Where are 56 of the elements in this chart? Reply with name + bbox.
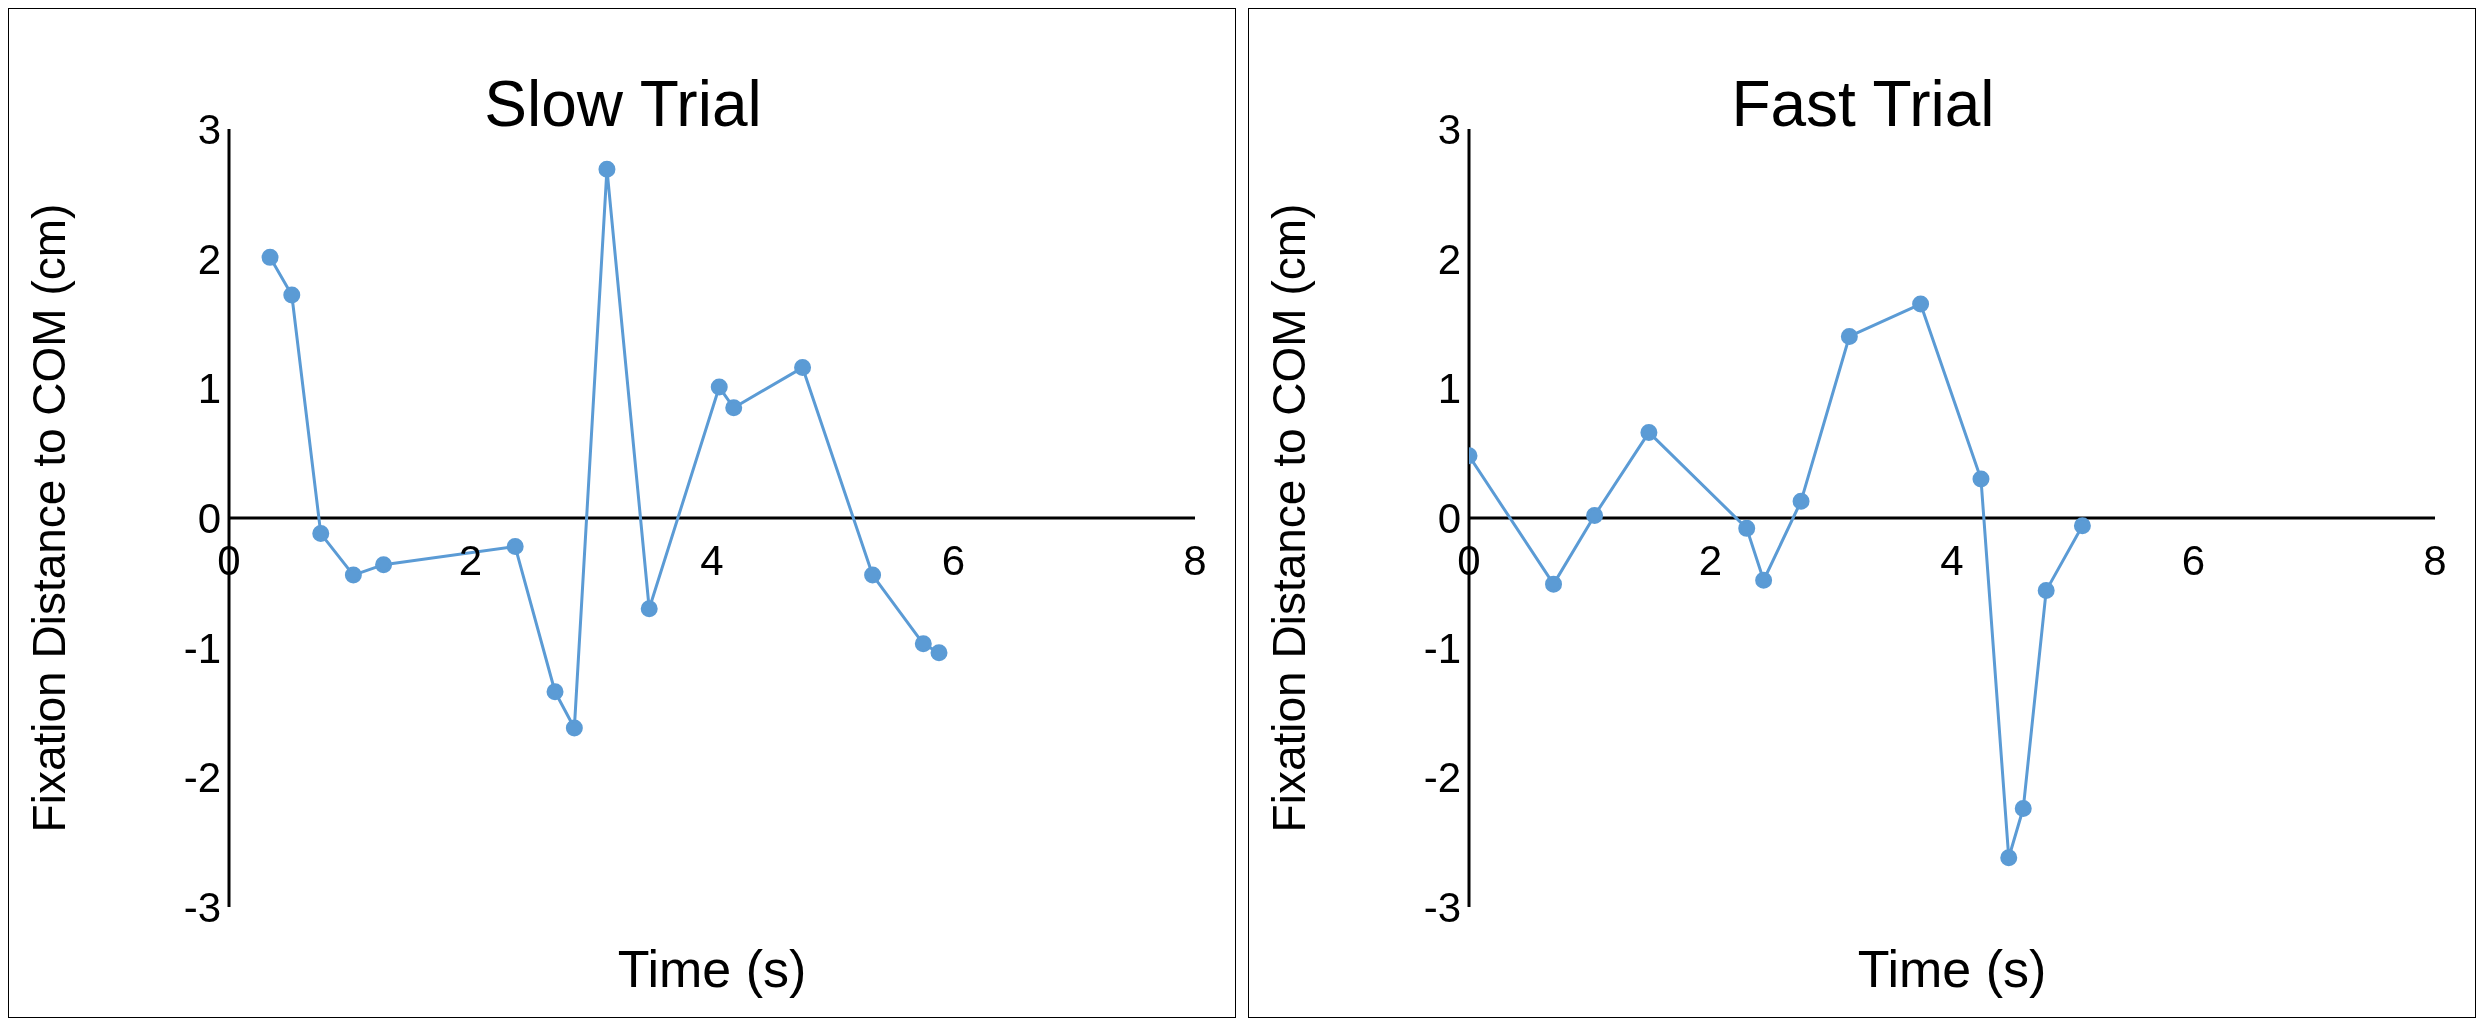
x-tick-label: 6 [2181, 537, 2206, 584]
y-tick-label: 1 [197, 365, 221, 413]
point [2037, 582, 2055, 600]
x-tick-label: 4 [1940, 537, 1964, 584]
point [565, 719, 583, 737]
point [1545, 575, 1563, 593]
y-tick-label: 3 [1437, 105, 1461, 153]
point [2000, 849, 2018, 867]
x-tick-label: 6 [941, 537, 966, 584]
point [1912, 295, 1930, 313]
y-tick-label: 2 [197, 235, 221, 283]
point [710, 378, 728, 396]
y-tick-label: -3 [1423, 883, 1461, 931]
point [506, 538, 524, 556]
y-tick-label: 3 [197, 105, 221, 153]
y-tick-label: 1 [1437, 365, 1461, 413]
point [261, 248, 279, 266]
y-tick-label: 0 [197, 494, 221, 542]
y-tick-label: -2 [1423, 754, 1461, 802]
point [1792, 492, 1810, 510]
x-tick-label: 8 [1183, 537, 1207, 584]
x-axis-title: Time (s) [1857, 940, 2047, 998]
y-axis-title: Fixation Distance to COM (cm) [23, 203, 76, 833]
chart-title: Fast Trial [1731, 68, 1995, 140]
point [1586, 506, 1604, 524]
x-tick-label: 8 [2423, 537, 2447, 584]
point [2073, 517, 2091, 535]
y-tick-label: 0 [1437, 494, 1461, 542]
point [1840, 327, 1858, 345]
point [864, 566, 882, 584]
point [2014, 799, 2032, 817]
point [312, 525, 330, 543]
point [375, 556, 393, 574]
point [914, 635, 932, 653]
point [283, 286, 301, 304]
point [794, 359, 812, 377]
x-tick-label: 4 [700, 537, 724, 584]
y-tick-label: 2 [1437, 235, 1461, 283]
point [344, 566, 362, 584]
x-axis-title: Time (s) [617, 940, 807, 998]
y-tick-label: -1 [1423, 624, 1461, 672]
point [598, 160, 616, 178]
point [1738, 519, 1756, 537]
y-tick-label: -1 [183, 624, 221, 672]
chart-title: Slow Trial [484, 68, 762, 140]
point [1640, 423, 1658, 441]
point [930, 644, 948, 662]
y-tick-label: -2 [183, 754, 221, 802]
x-tick-label: 2 [1698, 537, 1723, 584]
y-axis-title: Fixation Distance to COM (cm) [1263, 203, 1316, 833]
point [1972, 470, 1990, 488]
point [725, 399, 743, 417]
y-tick-label: -3 [183, 883, 221, 931]
point [640, 600, 658, 618]
point [1755, 571, 1773, 589]
point [546, 683, 564, 701]
